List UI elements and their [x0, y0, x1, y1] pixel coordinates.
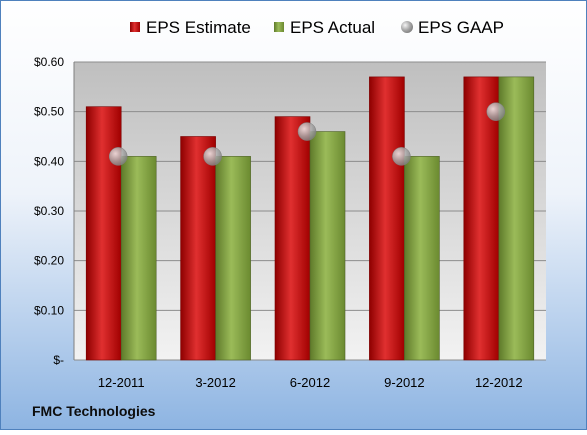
x-tick-label: 9-2012: [384, 375, 424, 390]
y-tick-label: $0.40: [34, 154, 64, 168]
y-tick-label: $0.20: [34, 254, 64, 268]
legend-label: EPS GAAP: [418, 18, 504, 37]
y-tick-label: $0.10: [34, 303, 64, 317]
marker-eps-gaap: [203, 147, 222, 166]
bars: [85, 76, 535, 361]
bar-eps-actual: [498, 76, 535, 361]
legend-swatch: [274, 22, 284, 32]
bar-eps-estimate: [369, 76, 405, 361]
marker-eps-gaap: [297, 122, 317, 141]
x-tick-label: 12-2011: [98, 375, 145, 390]
marker-eps-gaap: [486, 102, 506, 121]
legend: EPS Estimate EPS Actual EPS GAAP: [130, 18, 504, 37]
bar-eps-estimate: [274, 116, 311, 361]
gaap-markers: [108, 102, 506, 166]
y-axis-ticks: $- $0.10 $0.20 $0.30 $0.40 $0.50 $0.60: [34, 55, 64, 367]
x-tick-label: 6-2012: [290, 375, 330, 390]
bar-eps-estimate: [180, 136, 216, 361]
y-tick-label: $0.50: [34, 105, 64, 119]
y-tick-label: $0.60: [34, 55, 64, 69]
bar-eps-actual: [404, 156, 440, 361]
legend-label: EPS Actual: [290, 18, 375, 37]
y-tick-label: $-: [53, 353, 64, 367]
x-tick-label: 3-2012: [195, 375, 235, 390]
marker-eps-gaap: [392, 147, 411, 166]
legend-swatch: [401, 21, 413, 33]
company-name: FMC Technologies: [32, 403, 156, 419]
bar-eps-actual: [215, 156, 251, 361]
legend-swatch: [130, 22, 140, 32]
x-tick-label: 12-2012: [475, 375, 523, 390]
x-axis-ticks: 12-2011 3-2012 6-2012 9-2012 12-2012: [98, 375, 523, 390]
legend-label: EPS Estimate: [146, 18, 251, 37]
bar-eps-estimate: [463, 76, 500, 361]
bar-eps-actual: [120, 156, 157, 361]
bar-eps-estimate: [85, 106, 122, 361]
y-tick-label: $0.30: [34, 204, 64, 218]
bar-eps-actual: [309, 131, 346, 361]
marker-eps-gaap: [108, 147, 128, 166]
